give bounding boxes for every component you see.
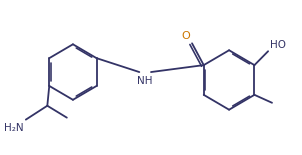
Text: HO: HO — [270, 40, 286, 50]
Text: O: O — [181, 31, 190, 41]
Text: H₂N: H₂N — [4, 123, 24, 133]
Text: NH: NH — [137, 76, 153, 86]
